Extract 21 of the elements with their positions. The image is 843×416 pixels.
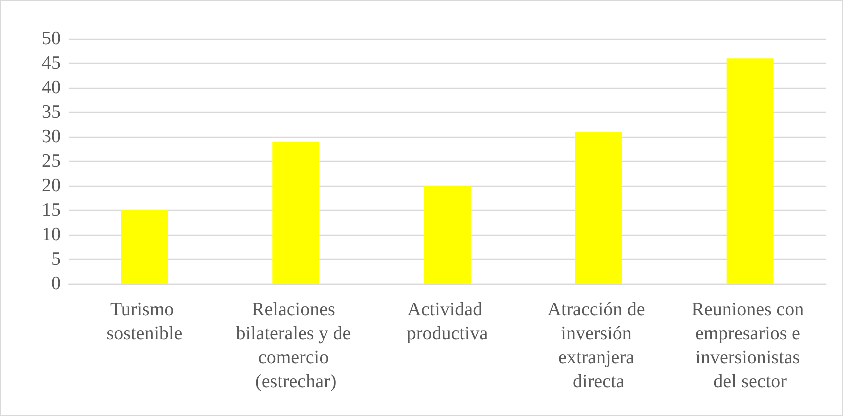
x-tick-label: Turismo sostenible [106, 300, 183, 344]
y-tick-label: 5 [52, 249, 61, 270]
y-tick-label: 35 [42, 102, 61, 123]
y-tick-label: 20 [42, 176, 61, 196]
y-tick-label: 45 [42, 53, 61, 74]
x-tick-label: Reuniones con empresarios e inversionistas del sector [692, 300, 809, 392]
y-tick-label: 25 [42, 151, 61, 172]
y-tick-label: 0 [52, 274, 61, 294]
y-tick-label: 40 [42, 78, 61, 98]
bar [121, 210, 168, 284]
y-tick-label: 30 [42, 126, 61, 148]
bar [575, 132, 622, 284]
x-tick-label: Atracción de inversión extranjera directa [548, 300, 650, 392]
y-tick-label: 10 [42, 224, 61, 246]
x-tick-label: Actividad productiva [406, 300, 489, 344]
bar [424, 186, 471, 284]
bar [726, 58, 774, 284]
bar [272, 142, 320, 284]
x-tick-label: Relaciones bilaterales y de comercio (estrechar) [236, 300, 356, 392]
y-tick-label: 50 [42, 28, 61, 50]
y-tick-label: 15 [42, 200, 61, 221]
